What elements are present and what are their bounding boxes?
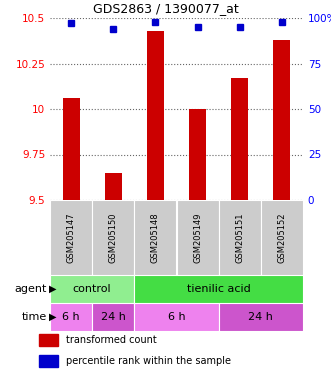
- Bar: [50, 303, 92, 331]
- Text: GDS2863 / 1390077_at: GDS2863 / 1390077_at: [93, 2, 238, 15]
- Bar: [50, 200, 92, 275]
- Bar: [134, 303, 219, 331]
- Bar: [39, 355, 58, 367]
- Bar: [147, 31, 164, 200]
- Bar: [273, 40, 290, 200]
- Text: ▶: ▶: [49, 284, 57, 294]
- Bar: [105, 173, 122, 200]
- Text: GSM205148: GSM205148: [151, 212, 160, 263]
- Text: GSM205151: GSM205151: [235, 212, 244, 263]
- Bar: [219, 200, 261, 275]
- Bar: [63, 98, 79, 200]
- Text: percentile rank within the sample: percentile rank within the sample: [66, 356, 231, 366]
- Bar: [134, 275, 303, 303]
- Bar: [189, 109, 206, 200]
- Text: GSM205147: GSM205147: [67, 212, 75, 263]
- Bar: [50, 275, 134, 303]
- Text: tienilic acid: tienilic acid: [187, 284, 251, 294]
- Text: GSM205150: GSM205150: [109, 212, 118, 263]
- Text: 24 h: 24 h: [101, 312, 126, 322]
- Text: 6 h: 6 h: [168, 312, 185, 322]
- Bar: [134, 200, 176, 275]
- Text: 24 h: 24 h: [248, 312, 273, 322]
- Text: GSM205152: GSM205152: [277, 212, 286, 263]
- Bar: [176, 200, 219, 275]
- Text: transformed count: transformed count: [66, 335, 157, 345]
- Text: time: time: [22, 312, 47, 322]
- Text: ▶: ▶: [49, 312, 57, 322]
- Bar: [92, 200, 134, 275]
- Bar: [219, 303, 303, 331]
- Text: GSM205149: GSM205149: [193, 212, 202, 263]
- Text: agent: agent: [14, 284, 47, 294]
- Bar: [231, 78, 248, 200]
- Text: control: control: [73, 284, 112, 294]
- Bar: [39, 334, 58, 346]
- Text: 6 h: 6 h: [62, 312, 80, 322]
- Bar: [92, 303, 134, 331]
- Bar: [261, 200, 303, 275]
